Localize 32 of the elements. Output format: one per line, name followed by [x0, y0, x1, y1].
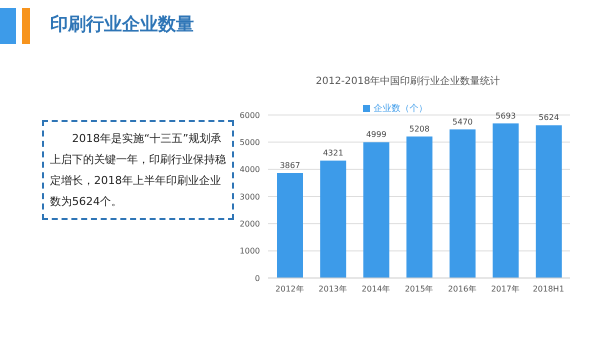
- bar: [406, 136, 432, 278]
- x-tick-label: 2018H1: [532, 284, 564, 294]
- y-tick-label: 5000: [240, 138, 260, 148]
- data-label: 3867: [280, 160, 300, 170]
- data-label: 4321: [322, 148, 344, 158]
- bar: [492, 123, 519, 278]
- data-label: 5693: [496, 111, 516, 120]
- y-tick-label: 2000: [240, 220, 260, 229]
- data-label: 4999: [366, 130, 386, 140]
- chart-subtitle: 2012-2018年中国印刷行业企业数量统计: [314, 74, 502, 88]
- bar: [277, 172, 303, 278]
- y-tick-label: 3000: [240, 192, 260, 202]
- legend-label: 企业数（个）: [374, 104, 428, 114]
- data-label: 5208: [409, 124, 430, 134]
- y-tick-label: 1000: [240, 246, 260, 256]
- y-tick-label: 6000: [240, 110, 260, 120]
- bar: [450, 129, 476, 278]
- y-tick-label: 0: [254, 274, 260, 283]
- bar: [536, 125, 562, 278]
- x-tick-label: 2015年: [404, 284, 434, 294]
- bar: [363, 142, 390, 278]
- text: 2018年是实施“十三五”规划承上启下的关键一年，印刷行业保持稳定增长，2018年上半年印刷业企业数为5624个。: [42, 120, 234, 220]
- x-tick-label: 2016年: [448, 284, 476, 294]
- text: 印刷行业企业数量: [50, 13, 194, 36]
- x-tick-label: 2017年: [491, 284, 520, 294]
- x-tick-label: 2014年: [362, 284, 390, 294]
- data-label: 5470: [452, 117, 473, 126]
- y-tick-label: 4000: [240, 165, 260, 174]
- bar: [320, 160, 346, 278]
- data-label: 5624: [538, 113, 560, 122]
- x-tick-label: 2012年: [275, 284, 304, 294]
- x-tick-label: 2013年: [318, 284, 347, 294]
